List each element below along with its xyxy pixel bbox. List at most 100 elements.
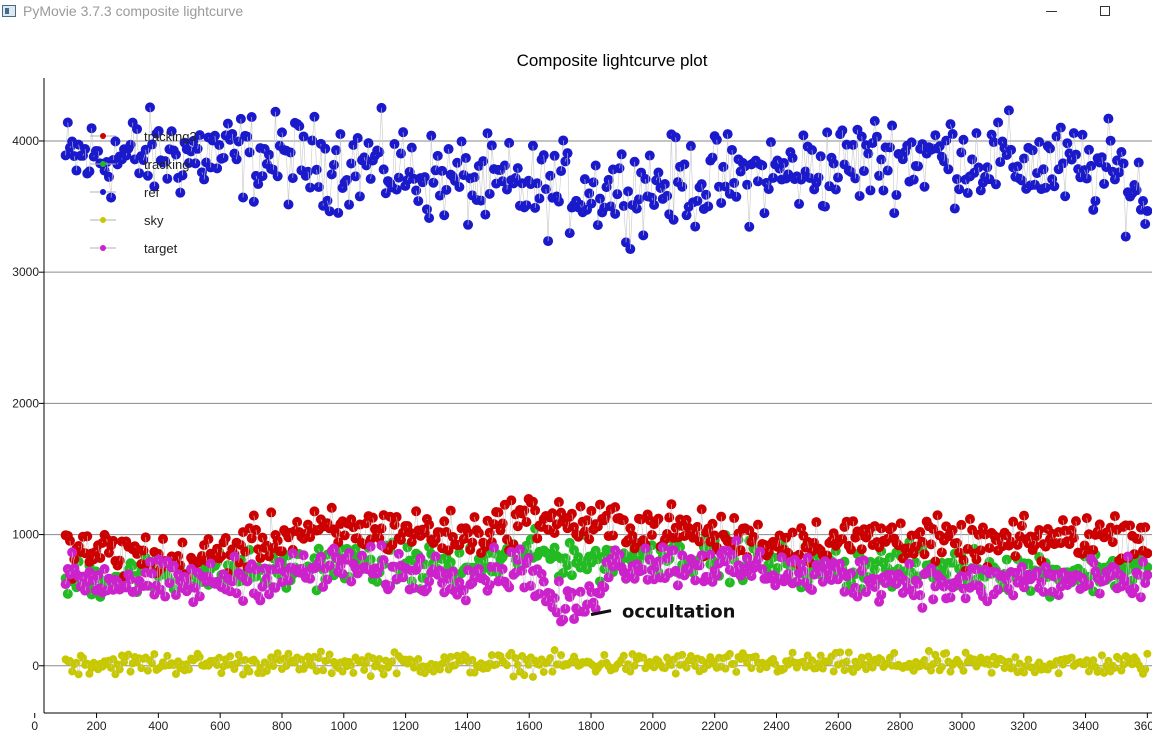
- y-tick-label: 2000: [12, 396, 39, 410]
- connector-ref: [199, 135, 203, 173]
- connector-ref: [337, 134, 341, 213]
- connector-ref: [1062, 163, 1066, 197]
- connector-ref: [240, 118, 244, 198]
- maximize-button[interactable]: [1082, 0, 1128, 24]
- connector-ref: [640, 172, 644, 236]
- app-icon: [2, 5, 16, 17]
- point-tracking3: [309, 506, 320, 517]
- x-tick-label: 400: [148, 719, 168, 733]
- point-tracking3: [1057, 515, 1068, 526]
- connector-ref: [480, 161, 484, 201]
- connector-ref: [906, 145, 910, 182]
- connector-ref: [627, 191, 631, 250]
- connector-ref: [567, 153, 571, 234]
- x-tick-label: 2800: [887, 719, 914, 733]
- x-tick-label: 800: [272, 719, 292, 733]
- point-ref: [958, 134, 969, 145]
- point-ref: [294, 121, 305, 132]
- x-tick-label: 3400: [1072, 719, 1099, 733]
- connector-ref: [394, 144, 397, 190]
- x-tick-label: 3000: [949, 719, 976, 733]
- title-bar: PyMovie 3.7.3 composite lightcurve: [0, 0, 1152, 24]
- x-tick-label: 1000: [330, 719, 357, 733]
- connector-ref: [1032, 150, 1036, 185]
- connector-ref: [543, 155, 547, 190]
- connector-ref: [89, 128, 92, 172]
- connector-ref: [963, 139, 966, 180]
- point-tracking3: [964, 514, 975, 525]
- point-ref: [222, 118, 233, 129]
- connector-ref: [459, 141, 462, 188]
- connector-ref: [110, 159, 114, 198]
- connector-ref: [353, 145, 356, 177]
- connector-ref: [870, 143, 873, 191]
- connector-ref: [348, 163, 352, 205]
- point-ref: [1142, 206, 1152, 217]
- connector-ref: [632, 161, 635, 206]
- window-title: PyMovie 3.7.3 composite lightcurve: [23, 3, 244, 19]
- connector-ref: [857, 129, 860, 197]
- connector-ref: [995, 122, 999, 185]
- point-ref: [1062, 138, 1073, 149]
- point-tracking3: [915, 527, 926, 538]
- connector-ref: [428, 135, 432, 218]
- connector-tracking3: [121, 541, 125, 577]
- connector-ref: [292, 122, 296, 179]
- connector-ref: [867, 153, 871, 191]
- point-tracking3: [391, 512, 402, 523]
- connector-ref: [214, 135, 218, 169]
- minimize-button[interactable]: [1028, 0, 1074, 24]
- point-ref: [558, 135, 569, 146]
- connector-ref: [731, 149, 735, 183]
- connector-ref: [136, 129, 140, 174]
- axes: 0 200 400 600 800 1000 1200 1400 1600 1800 2000 220…: [12, 78, 1152, 733]
- connector-ref: [424, 177, 428, 210]
- x-tick-label: 1800: [578, 719, 605, 733]
- connector-ref: [625, 191, 629, 243]
- connector-ref: [880, 159, 884, 191]
- connector-ref: [554, 155, 558, 197]
- x-tick-label: 1600: [516, 719, 543, 733]
- x-tick-label: 2000: [640, 719, 667, 733]
- connector-ref: [251, 117, 255, 202]
- connector-ref: [560, 140, 564, 172]
- connector-ref: [242, 135, 246, 198]
- series-sky: [61, 646, 1152, 681]
- connector-ref: [770, 142, 774, 178]
- connector-ref: [837, 134, 841, 178]
- connector-ref: [725, 134, 728, 187]
- connector-ref: [1060, 127, 1064, 164]
- connector-ref: [301, 136, 304, 171]
- point-tracking3: [473, 528, 484, 539]
- connector-ref: [392, 144, 395, 188]
- connector-ref: [249, 117, 252, 153]
- x-tick-label: 3200: [1010, 719, 1037, 733]
- y-tick-label: 3000: [12, 265, 39, 279]
- connector-ref: [671, 134, 674, 220]
- connector-ref: [647, 155, 651, 197]
- connector-ref: [1123, 163, 1127, 237]
- connector-tracking3: [182, 542, 185, 575]
- connector-ref: [623, 205, 627, 243]
- connector-ref: [1030, 150, 1034, 186]
- point-tracking3: [521, 517, 532, 528]
- connector-ref: [335, 150, 339, 213]
- connector-ref: [355, 137, 359, 177]
- x-tick-label: 2200: [701, 719, 728, 733]
- connector-ref: [820, 156, 824, 206]
- connector-ref: [748, 164, 752, 227]
- point-ref: [1077, 129, 1088, 140]
- connector-ref: [465, 157, 469, 225]
- connector-ref: [852, 144, 856, 179]
- connector-ref: [909, 142, 912, 182]
- point-ref: [711, 134, 722, 145]
- connector-ref: [314, 116, 317, 170]
- connector-ref: [437, 155, 441, 196]
- connector-ref: [716, 139, 720, 187]
- connector-ref: [286, 150, 289, 205]
- connector-ref: [761, 165, 765, 214]
- connector-ref: [1008, 110, 1012, 150]
- connector-ref: [629, 205, 633, 250]
- connector-ref: [324, 148, 328, 201]
- x-tick-label: 1200: [392, 719, 419, 733]
